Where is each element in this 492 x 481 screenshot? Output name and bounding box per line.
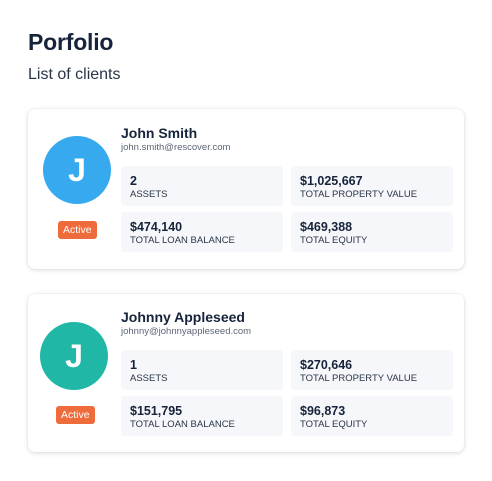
- stat-total-property-value: $1,025,667 TOTAL PROPERTY VALUE: [291, 166, 453, 206]
- stat-value: $151,795: [130, 404, 183, 418]
- stat-total-loan-balance: $474,140 TOTAL LOAN BALANCE: [121, 212, 283, 252]
- stat-value: $1,025,667: [300, 174, 363, 188]
- stat-value: $474,140: [130, 220, 183, 234]
- stat-label: ASSETS: [130, 373, 168, 384]
- stat-total-loan-balance: $151,795 TOTAL LOAN BALANCE: [121, 396, 283, 436]
- stat-label: TOTAL PROPERTY VALUE: [300, 373, 418, 384]
- stat-label: TOTAL EQUITY: [300, 235, 368, 246]
- stat-value: $96,873: [300, 404, 346, 418]
- status-badge: Active: [56, 406, 95, 424]
- client-card[interactable]: J Active John Smith john.smith@rescover.…: [28, 109, 464, 269]
- client-card[interactable]: J Active Johnny Appleseed johnny@johnnya…: [28, 294, 464, 452]
- stat-label: TOTAL LOAN BALANCE: [130, 419, 235, 430]
- stat-value: 1: [130, 358, 137, 372]
- client-stats: 2 ASSETS $1,025,667 TOTAL PROPERTY VALUE…: [121, 166, 453, 252]
- client-email: johnny@johnnyappleseed.com: [121, 326, 252, 337]
- client-name[interactable]: Johnny Appleseed: [121, 309, 245, 325]
- page-title: Porfolio: [28, 29, 114, 55]
- stat-total-equity: $96,873 TOTAL EQUITY: [291, 396, 453, 436]
- client-stats: 1 ASSETS $270,646 TOTAL PROPERTY VALUE $…: [121, 350, 453, 436]
- stat-label: ASSETS: [130, 189, 168, 200]
- stat-label: TOTAL EQUITY: [300, 419, 368, 430]
- stat-value: 2: [130, 174, 137, 188]
- stat-value: $469,388: [300, 220, 353, 234]
- stat-total-property-value: $270,646 TOTAL PROPERTY VALUE: [291, 350, 453, 390]
- stat-total-equity: $469,388 TOTAL EQUITY: [291, 212, 453, 252]
- client-name[interactable]: John Smith: [121, 125, 198, 141]
- client-email: john.smith@rescover.com: [121, 142, 231, 153]
- avatar: J: [43, 136, 111, 204]
- status-badge: Active: [58, 221, 97, 239]
- page-subtitle: List of clients: [28, 66, 121, 83]
- stat-label: TOTAL LOAN BALANCE: [130, 235, 235, 246]
- avatar: J: [40, 322, 108, 390]
- stat-assets: 1 ASSETS: [121, 350, 283, 390]
- stat-assets: 2 ASSETS: [121, 166, 283, 206]
- stat-value: $270,646: [300, 358, 353, 372]
- stat-label: TOTAL PROPERTY VALUE: [300, 189, 418, 200]
